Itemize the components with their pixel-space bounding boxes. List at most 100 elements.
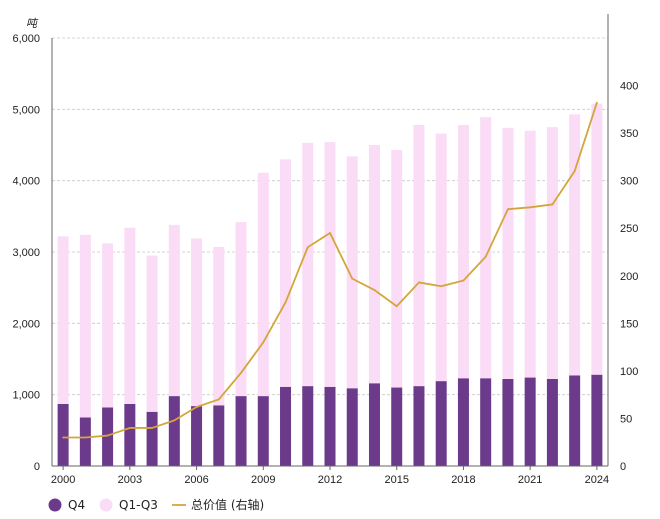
bar-q4: [413, 386, 425, 466]
total-value-point: [217, 398, 220, 401]
bar-q1-q3: [391, 149, 403, 388]
right-y-tick-label: 150: [620, 318, 638, 330]
bar-q1-q3: [191, 238, 203, 407]
bar-q4: [391, 387, 403, 466]
bar-q4: [213, 405, 225, 466]
x-tick-label: 2009: [251, 474, 275, 486]
total-value-point: [240, 371, 242, 374]
total-value-point: [418, 281, 420, 284]
bar-q1-q3: [257, 172, 269, 397]
bar-q1-q3: [524, 130, 536, 378]
right-y-tick-label: 250: [620, 223, 638, 235]
total-value-point: [306, 246, 309, 249]
legend-label-q4: Q4: [68, 498, 85, 512]
bar-q1-q3: [502, 127, 514, 379]
bar-q1-q3: [435, 133, 447, 382]
right-y-tick-label: 300: [620, 176, 638, 188]
bar-q1-q3: [346, 156, 358, 389]
bar-q4: [457, 378, 469, 466]
bar-q4: [235, 396, 247, 466]
x-tick-label: 2006: [184, 474, 208, 486]
bar-q4: [280, 386, 292, 466]
bar-q1-q3: [57, 236, 69, 404]
total-value-point: [551, 203, 554, 206]
bar-q4: [168, 396, 180, 466]
bar-q1-q3: [146, 255, 158, 412]
left-y-tick-label: 3,000: [12, 247, 40, 259]
x-tick-label: 2000: [51, 474, 75, 486]
total-value-point: [462, 279, 465, 282]
left-y-tick-label: 0: [34, 461, 40, 473]
bar-q4: [146, 411, 158, 466]
bar-q1-q3: [591, 103, 603, 375]
bar-q1-q3: [413, 125, 425, 387]
left-axis-unit: 吨: [26, 17, 39, 30]
right-y-tick-label: 200: [620, 271, 638, 283]
bar-q4: [368, 383, 380, 466]
bars: [57, 103, 603, 466]
right-y-tick-label: 400: [620, 81, 638, 93]
total-value-point: [151, 427, 153, 429]
legend-label-total-value: 总价值 (右轴): [191, 497, 264, 512]
total-value-point: [484, 255, 487, 258]
legend-swatch-q4: [48, 498, 62, 512]
bar-q4: [124, 403, 136, 466]
bar-q1-q3: [324, 142, 336, 387]
x-tick-label: 2018: [451, 474, 475, 486]
left-y-tick-label: 2,000: [12, 318, 40, 330]
total-value-point: [128, 427, 131, 429]
total-value-point: [595, 101, 598, 104]
bar-q1-q3: [368, 145, 380, 384]
x-tick-label: 2024: [585, 474, 609, 486]
total-value-point: [351, 277, 354, 280]
x-tick-label: 2015: [384, 474, 408, 486]
right-y-tick-label: 50: [620, 413, 632, 425]
bar-q1-q3: [280, 159, 292, 387]
total-value-point: [529, 206, 532, 209]
total-value-point: [440, 285, 443, 288]
bar-q4: [79, 417, 91, 466]
bar-q1-q3: [457, 125, 469, 379]
bar-q4: [591, 374, 603, 466]
total-value-point: [329, 232, 331, 234]
bar-q4: [346, 388, 358, 466]
bar-q4: [546, 378, 558, 466]
bar-q1-q3: [79, 234, 91, 418]
left-y-tick-label: 5,000: [12, 104, 40, 116]
total-value-point: [573, 170, 576, 173]
right-y-tick-label: 350: [620, 128, 638, 140]
total-value-point: [507, 208, 509, 211]
left-y-tick-label: 1,000: [12, 390, 40, 402]
total-value-point: [284, 301, 287, 304]
bar-q1-q3: [480, 117, 492, 379]
x-tick-label: 2021: [518, 474, 542, 486]
legend: Q4 Q1-Q3 总价值 (右轴): [48, 497, 264, 512]
legend-swatch-q1-q3: [99, 498, 113, 512]
right-y-tick-label: 100: [620, 366, 638, 378]
bar-q4: [480, 378, 492, 466]
bar-q1-q3: [213, 247, 225, 406]
total-value-point: [395, 305, 398, 308]
total-value-point: [106, 434, 109, 437]
total-value-point: [84, 436, 87, 439]
total-value-point: [262, 341, 265, 344]
bar-q4: [191, 406, 203, 466]
total-value-point: [373, 289, 376, 291]
value-line: [62, 101, 598, 439]
left-y-tick-label: 4,000: [12, 176, 40, 188]
total-value-point: [195, 406, 198, 408]
bar-q4: [502, 378, 514, 466]
bar-q4: [257, 396, 269, 466]
bar-q4: [324, 386, 336, 466]
bar-q1-q3: [168, 224, 180, 397]
total-value-point: [173, 419, 176, 422]
bar-q4: [302, 386, 314, 466]
axes: 0 1,000 2,000 3,000 4,000 5,000 6,000 0 50 100 150…: [12, 14, 638, 486]
bar-q4: [569, 375, 581, 466]
x-tick-label: 2012: [318, 474, 342, 486]
bar-q4: [57, 403, 69, 466]
bar-q4: [524, 377, 536, 466]
bar-q4: [435, 381, 447, 466]
